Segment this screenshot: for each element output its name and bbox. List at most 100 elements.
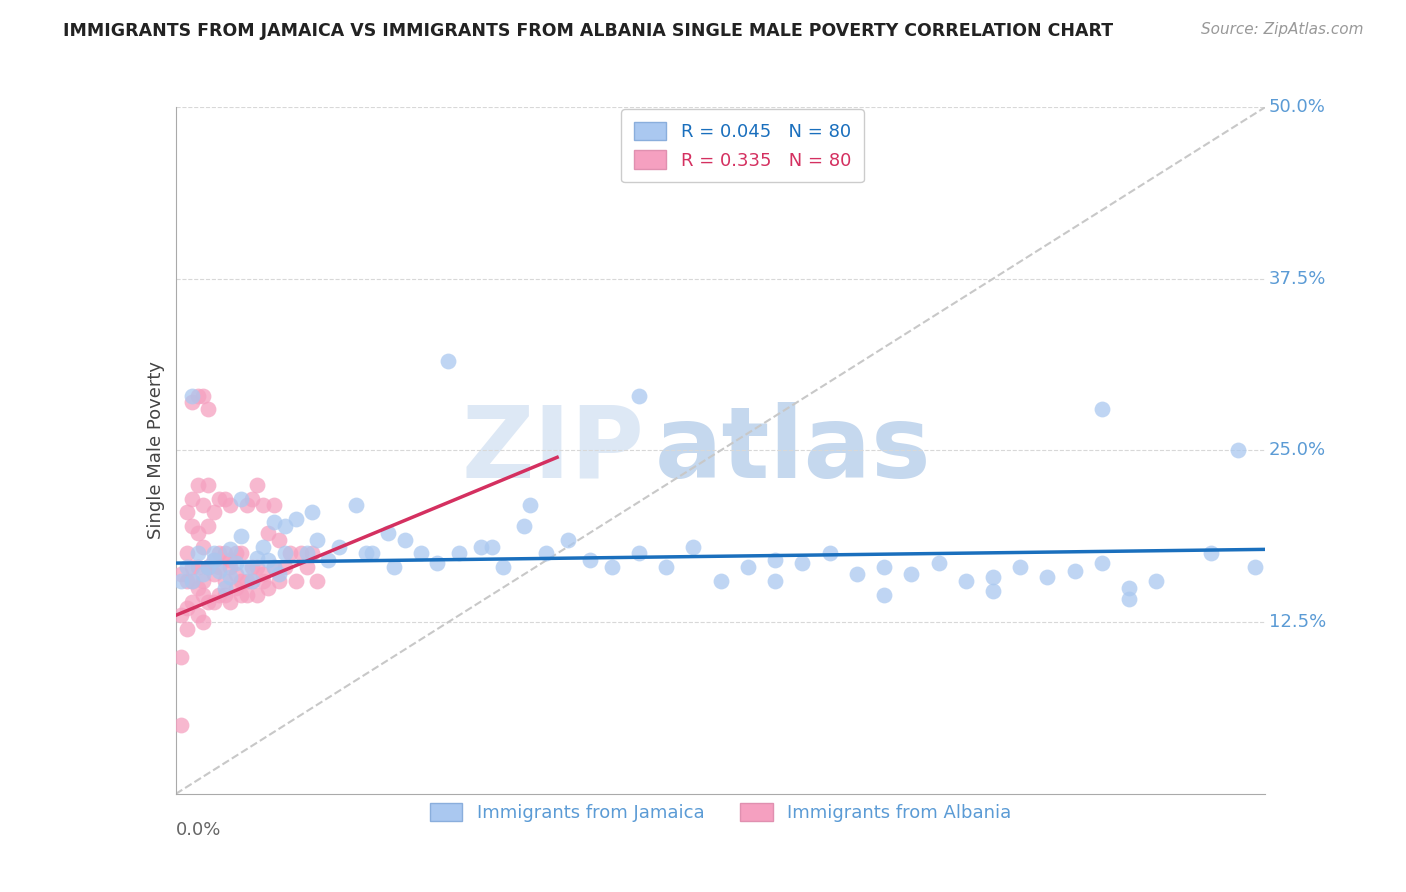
Point — [186, 478, 209, 492]
Point — [269, 533, 291, 547]
Point — [981, 570, 1004, 584]
Point — [394, 533, 416, 547]
Point — [344, 499, 367, 513]
Point — [214, 574, 236, 588]
Point — [219, 570, 242, 584]
Point — [792, 556, 814, 570]
Point — [295, 560, 318, 574]
Point — [274, 546, 297, 561]
Point — [197, 478, 219, 492]
Point — [240, 574, 263, 588]
Point — [170, 608, 193, 623]
Point — [481, 540, 503, 554]
Point — [263, 499, 285, 513]
Point — [219, 553, 242, 567]
Point — [176, 560, 198, 574]
Point — [208, 560, 231, 574]
Point — [845, 567, 868, 582]
Point — [176, 546, 198, 561]
Point — [600, 560, 623, 574]
Point — [186, 388, 209, 402]
Text: Source: ZipAtlas.com: Source: ZipAtlas.com — [1201, 22, 1364, 37]
Point — [437, 354, 460, 368]
Point — [197, 402, 219, 417]
Point — [328, 540, 350, 554]
Point — [246, 550, 269, 565]
Point — [202, 505, 225, 519]
Point — [219, 560, 242, 574]
Point — [519, 499, 541, 513]
Point — [246, 560, 269, 574]
Point — [181, 574, 204, 588]
Point — [225, 567, 247, 582]
Point — [170, 718, 193, 732]
Point — [557, 533, 579, 547]
Point — [252, 567, 274, 582]
Point — [202, 594, 225, 608]
Point — [356, 546, 378, 561]
Point — [191, 567, 214, 582]
Point — [246, 588, 269, 602]
Point — [235, 499, 257, 513]
Point — [214, 546, 236, 561]
Point — [1091, 402, 1114, 417]
Point — [377, 525, 399, 540]
Point — [513, 519, 536, 533]
Point — [181, 491, 204, 506]
Point — [208, 565, 231, 579]
Legend: Immigrants from Jamaica, Immigrants from Albania: Immigrants from Jamaica, Immigrants from… — [422, 796, 1019, 830]
Point — [655, 560, 678, 574]
Point — [263, 560, 285, 574]
Text: 50.0%: 50.0% — [1268, 98, 1326, 116]
Point — [274, 560, 297, 574]
Text: 25.0%: 25.0% — [1268, 442, 1326, 459]
Point — [202, 553, 225, 567]
Point — [176, 601, 198, 615]
Point — [191, 540, 214, 554]
Point — [1010, 560, 1032, 574]
Point — [1063, 565, 1085, 579]
Text: atlas: atlas — [655, 402, 932, 499]
Point — [382, 560, 405, 574]
Point — [873, 588, 896, 602]
Point — [170, 567, 193, 582]
Point — [170, 574, 193, 588]
Y-axis label: Single Male Poverty: Single Male Poverty — [146, 361, 165, 540]
Point — [219, 542, 242, 557]
Point — [307, 533, 329, 547]
Point — [191, 388, 214, 402]
Point — [225, 546, 247, 561]
Point — [186, 608, 209, 623]
Point — [290, 546, 312, 561]
Point — [235, 560, 257, 574]
Point — [318, 553, 340, 567]
Text: ZIP: ZIP — [461, 402, 644, 499]
Text: 37.5%: 37.5% — [1268, 269, 1326, 288]
Point — [295, 546, 318, 561]
Point — [170, 649, 193, 664]
Point — [470, 540, 492, 554]
Point — [1144, 574, 1167, 588]
Point — [307, 574, 329, 588]
Point — [225, 581, 247, 595]
Point — [197, 560, 219, 574]
Point — [191, 588, 214, 602]
Point — [176, 574, 198, 588]
Point — [181, 519, 204, 533]
Point — [263, 560, 285, 574]
Point — [274, 519, 297, 533]
Point — [269, 567, 291, 582]
Point — [186, 581, 209, 595]
Point — [928, 556, 950, 570]
Point — [426, 556, 449, 570]
Point — [181, 395, 204, 409]
Point — [301, 546, 323, 561]
Point — [737, 560, 759, 574]
Point — [231, 574, 253, 588]
Point — [191, 615, 214, 630]
Point — [176, 505, 198, 519]
Point — [208, 546, 231, 561]
Point — [186, 525, 209, 540]
Point — [900, 567, 922, 582]
Point — [235, 588, 257, 602]
